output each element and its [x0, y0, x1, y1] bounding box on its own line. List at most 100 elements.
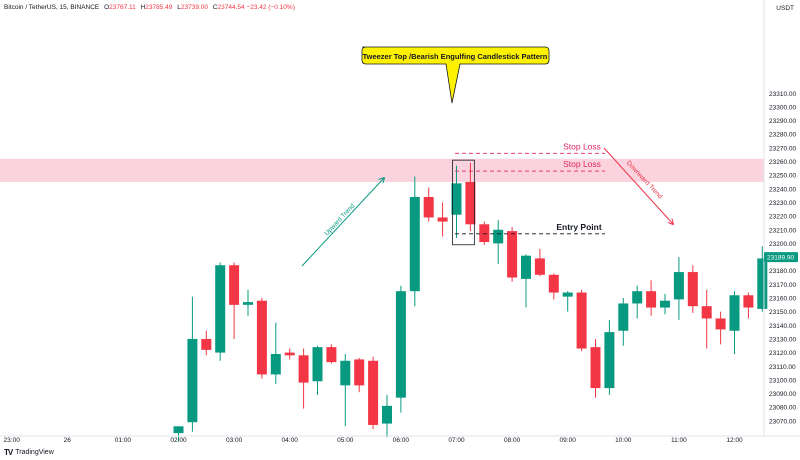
- candle-body: [687, 272, 698, 307]
- candle-body: [548, 274, 559, 293]
- price-tick-label: 23150.00: [769, 309, 796, 316]
- candles-group: [173, 162, 768, 442]
- candle-body: [757, 258, 768, 309]
- currency-label: USDT: [776, 5, 794, 12]
- candle-body: [729, 295, 740, 331]
- high-value: 23785.49: [145, 4, 173, 11]
- candle-body: [507, 231, 518, 278]
- time-tick-label: 03:00: [226, 437, 243, 444]
- price-tick-label: 23280.00: [769, 132, 796, 139]
- change-value: −23.42 (−0.10%): [246, 4, 295, 11]
- candle-body: [284, 352, 295, 356]
- candle-body: [409, 196, 420, 292]
- entry-point-label: Entry Point: [556, 222, 602, 232]
- price-tick-label: 23100.00: [769, 377, 796, 384]
- candle-body: [562, 292, 573, 297]
- price-tick-label: 23180.00: [769, 268, 796, 275]
- candle-body: [701, 306, 712, 319]
- candle-body: [437, 217, 448, 222]
- price-tick-label: 23120.00: [769, 350, 796, 357]
- time-tick-label: 11:00: [671, 437, 687, 444]
- candle-body: [229, 265, 240, 305]
- time-tick-label: 26: [64, 437, 72, 444]
- price-axis: 23070.00 23080.00 23090.00 23100.00 23110.00…: [763, 0, 798, 436]
- candle-body: [646, 291, 657, 308]
- price-tick-label: 23110.00: [769, 364, 796, 371]
- candle-body: [201, 338, 212, 350]
- time-tick-label: 08:00: [504, 437, 521, 444]
- uptrend-arrow: [301, 178, 384, 267]
- time-tick-label: 09:00: [560, 437, 577, 444]
- candle-body: [590, 347, 601, 389]
- price-tick-label: 23260.00: [769, 159, 796, 166]
- candle-body: [465, 181, 476, 225]
- tradingview-footer[interactable]: TV TradingView: [4, 448, 54, 457]
- candle-body: [395, 291, 406, 398]
- candle-body: [632, 291, 643, 304]
- candle-body: [534, 258, 545, 275]
- price-tick-label: 23270.00: [769, 145, 796, 152]
- stop-loss-upper-label: Stop Loss: [563, 141, 601, 151]
- candle-body: [382, 405, 392, 424]
- price-tick-label: 23250.00: [769, 173, 796, 180]
- candle-body: [312, 347, 323, 382]
- candle-body: [604, 332, 615, 389]
- uptrend-label: Upward Trend: [323, 202, 356, 237]
- candle-body: [243, 302, 253, 305]
- tradingview-logo-icon: TV: [4, 448, 13, 457]
- candle-body: [715, 318, 726, 330]
- price-tick-label: 23170.00: [769, 282, 796, 289]
- time-tick-label: 02:00: [170, 437, 187, 444]
- candle-body: [256, 300, 267, 375]
- symbol-name: Bitcoin / TetherUS, 15, BINANCE: [4, 4, 100, 11]
- price-tick-label: 23230.00: [769, 200, 796, 207]
- price-tick-label: 23310.00: [769, 91, 796, 98]
- candle-body: [270, 353, 281, 375]
- price-tick-label: 23300.00: [769, 104, 796, 111]
- candle-body: [673, 272, 684, 300]
- price-tick-label: 23090.00: [769, 391, 796, 398]
- pattern-callout-text: Tweezer Top /Bearish Engulfing Candlesti…: [363, 52, 548, 61]
- candle-body: [340, 360, 351, 386]
- time-tick-label: 05:00: [337, 437, 354, 444]
- time-tick-label: 23:00: [4, 437, 21, 444]
- time-axis: 23:00 26 01:00 02:00 03:00 04:00 05:00 06:00 07:…: [0, 435, 800, 444]
- stop-loss-lower-label: Stop Loss: [563, 159, 601, 169]
- tradingview-brand: TradingView: [15, 449, 54, 456]
- price-tick-label: 23080.00: [769, 405, 796, 412]
- candle-body: [576, 292, 587, 349]
- price-tick-label: 23130.00: [769, 336, 796, 343]
- downtrend-arrow: [603, 147, 673, 224]
- low-value: 23739.00: [180, 4, 208, 11]
- price-tick-label: 23140.00: [769, 323, 796, 330]
- candle-body: [215, 265, 226, 353]
- candle-body: [618, 303, 629, 331]
- price-tick-label: 23210.00: [769, 227, 796, 234]
- time-tick-label: 12:00: [726, 437, 743, 444]
- candle-body: [493, 229, 504, 244]
- pattern-box: [452, 159, 475, 246]
- candle-body: [660, 300, 670, 308]
- candle-body: [298, 355, 309, 383]
- price-tick-label: 23070.00: [769, 418, 796, 425]
- price-tick-label: 23200.00: [769, 241, 796, 248]
- time-tick-label: 04:00: [282, 437, 299, 444]
- price-tick-label: 23240.00: [769, 186, 796, 193]
- stop-loss-zone: [0, 158, 764, 182]
- open-value: 23767.11: [109, 4, 136, 11]
- close-value: 23744.54: [217, 4, 245, 11]
- price-tick-label: 23220.00: [769, 214, 796, 221]
- last-price-tag: [764, 252, 798, 263]
- candle-body: [479, 224, 490, 243]
- candle-body: [423, 196, 434, 218]
- time-tick-label: 01:00: [115, 437, 132, 444]
- candle-body: [521, 255, 531, 279]
- time-tick-label: 07:00: [448, 437, 465, 444]
- candle-body: [187, 338, 198, 423]
- symbol-header: Bitcoin / TetherUS, 15, BINANCE O23767.1…: [4, 4, 295, 11]
- candle-body: [743, 295, 754, 308]
- candle-body: [326, 347, 337, 363]
- candle-body: [368, 360, 379, 425]
- candle-body: [354, 359, 365, 386]
